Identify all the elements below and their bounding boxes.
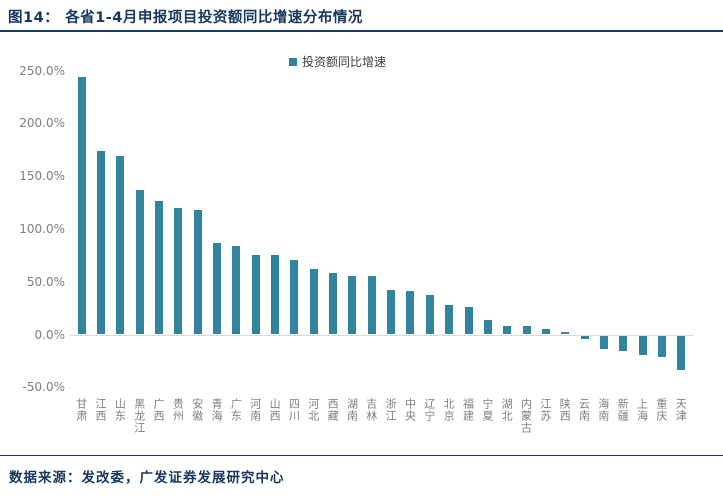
bar-北京 xyxy=(445,304,454,335)
bar-黑龙江 xyxy=(135,189,144,335)
x-axis-label: 河南 xyxy=(248,398,262,422)
title-divider xyxy=(0,30,723,32)
x-axis-label: 安徽 xyxy=(190,398,204,422)
figure-title-text: 各省1-4月申报项目投资额同比增速分布情况 xyxy=(65,10,363,26)
bar-宁夏 xyxy=(483,319,492,335)
bar-广东 xyxy=(232,245,241,335)
x-axis-label: 湖南 xyxy=(345,398,359,422)
y-axis-label: 250.0% xyxy=(19,63,65,78)
x-axis-label: 云南 xyxy=(577,398,591,422)
y-axis-label: 200.0% xyxy=(19,116,65,131)
x-axis-label: 天津 xyxy=(674,398,688,422)
x-axis-label: 新疆 xyxy=(616,398,630,422)
bar-山东 xyxy=(116,156,125,335)
bar-湖北 xyxy=(503,326,512,335)
x-axis-label: 湖北 xyxy=(500,398,514,422)
x-axis-label: 陕西 xyxy=(558,398,572,422)
x-axis-label: 北京 xyxy=(442,398,456,422)
bar-青海 xyxy=(213,242,222,335)
chart-legend: 投资额同比增速 xyxy=(289,53,386,70)
bar-吉林 xyxy=(367,276,376,335)
bar-内蒙古 xyxy=(522,326,531,335)
x-axis-label: 河北 xyxy=(306,398,320,422)
figure-number: 图14： xyxy=(8,10,60,26)
bar-西藏 xyxy=(329,273,338,335)
bar-甘肃 xyxy=(77,76,86,335)
x-axis-label: 上海 xyxy=(635,398,649,422)
bar-辽宁 xyxy=(425,295,434,335)
x-axis-label: 山东 xyxy=(113,398,127,422)
x-axis-label: 贵州 xyxy=(171,398,185,422)
bar-陕西 xyxy=(561,332,570,335)
figure-title: 图14： 各省1-4月申报项目投资额同比增速分布情况 xyxy=(8,6,363,27)
x-axis-label: 海南 xyxy=(596,398,610,422)
legend-label: 投资额同比增速 xyxy=(302,55,387,69)
y-axis-label: 0.0% xyxy=(34,327,66,342)
x-axis-label: 山西 xyxy=(268,398,282,422)
bar-海南 xyxy=(599,335,608,350)
bar-山西 xyxy=(271,255,280,335)
x-axis-label: 广东 xyxy=(229,398,243,422)
y-axis-label: 50.0% xyxy=(26,274,65,289)
bar-新疆 xyxy=(619,335,628,352)
bar-中央 xyxy=(406,291,415,335)
footer-divider xyxy=(0,455,723,456)
bar-贵州 xyxy=(174,207,183,335)
y-axis-label: 100.0% xyxy=(19,221,65,236)
x-axis-label: 四川 xyxy=(287,398,301,422)
bar-云南 xyxy=(580,335,589,339)
bar-浙江 xyxy=(387,290,396,335)
x-axis-label: 江苏 xyxy=(538,398,552,422)
bar-河南 xyxy=(251,255,260,335)
x-axis-label: 江西 xyxy=(94,398,108,422)
x-axis-line xyxy=(70,335,693,336)
y-axis-label: -50.0% xyxy=(22,380,65,395)
legend-marker-icon xyxy=(289,57,297,66)
x-axis-label: 中央 xyxy=(403,398,417,422)
bar-安徽 xyxy=(193,209,202,335)
x-axis-label: 青海 xyxy=(210,398,224,422)
x-axis-label: 吉林 xyxy=(364,398,378,422)
x-axis-label: 福建 xyxy=(461,398,475,422)
x-axis-label: 黑龙江 xyxy=(132,398,146,434)
bar-重庆 xyxy=(657,335,666,357)
source-note: 数据来源：发改委，广发证券发展研究中心 xyxy=(9,470,285,486)
bar-江西 xyxy=(97,150,106,335)
x-axis-label: 宁夏 xyxy=(480,398,494,422)
bar-天津 xyxy=(677,335,686,371)
bar-湖南 xyxy=(348,276,357,335)
x-axis-label: 重庆 xyxy=(654,398,668,422)
bar-上海 xyxy=(638,335,647,355)
x-axis-label: 西藏 xyxy=(326,398,340,422)
x-axis-label: 甘肃 xyxy=(74,398,88,422)
bar-江苏 xyxy=(541,329,550,335)
y-axis-label: 150.0% xyxy=(19,169,65,184)
bar-广西 xyxy=(155,201,164,335)
bar-河北 xyxy=(309,269,318,335)
x-axis-label: 广西 xyxy=(152,398,166,422)
x-axis-label: 内蒙古 xyxy=(519,398,533,434)
x-axis-label: 浙江 xyxy=(384,398,398,422)
bar-四川 xyxy=(290,259,299,335)
bar-福建 xyxy=(464,307,473,335)
x-axis-label: 辽宁 xyxy=(422,398,436,422)
